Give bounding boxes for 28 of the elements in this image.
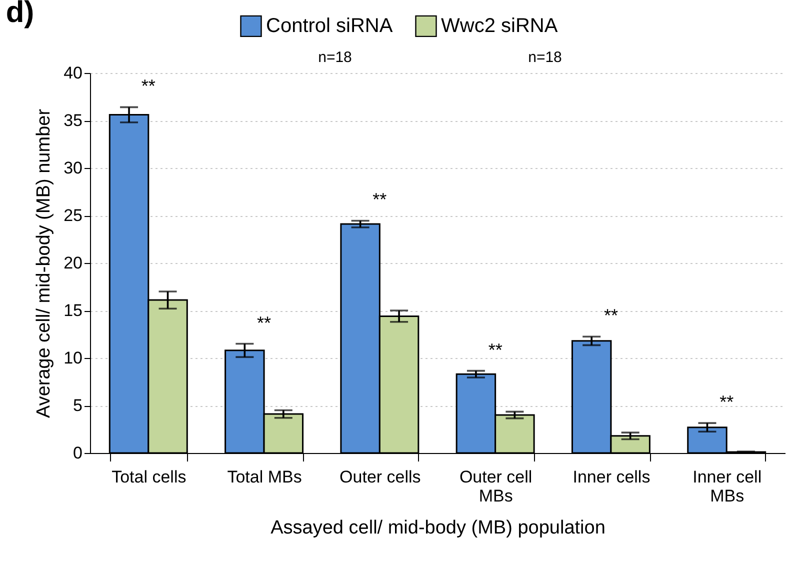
x-tick-label: Outer cell MBs <box>459 468 532 506</box>
text: n=18 <box>528 49 562 66</box>
legend-label: Wwc2 siRNA <box>441 15 558 38</box>
y-tick-label: 5 <box>73 396 82 415</box>
annotation: ** <box>141 76 156 96</box>
text: n=18 <box>318 49 352 66</box>
y-tick-label: 20 <box>64 254 82 272</box>
annotation: ** <box>372 190 387 210</box>
text: d) <box>6 0 34 29</box>
annotation: ** <box>720 392 734 412</box>
annotation: ** <box>604 306 618 326</box>
x-tick-label: Outer cells <box>340 468 421 486</box>
annotation: ** <box>488 340 502 360</box>
y-tick-label: 30 <box>64 158 82 178</box>
y-tick-label: 35 <box>64 111 82 130</box>
legend-label: Control siRNA <box>266 15 394 38</box>
y-tick-label: 15 <box>64 301 82 320</box>
annotation: ** <box>257 312 272 333</box>
x-tick-label: Total MBs <box>227 468 302 486</box>
y-tick-label: 40 <box>64 64 82 82</box>
y-tick-label: 10 <box>64 348 82 368</box>
y-tick-label: 25 <box>64 206 82 225</box>
x-tick-label: Inner cell MBs <box>692 468 762 506</box>
y-tick-label: 0 <box>73 444 82 462</box>
x-tick-label: Total cells <box>112 468 186 486</box>
y-axis-title: Average cell/ mid-body (MB) number <box>34 108 55 418</box>
x-axis-title: Assayed cell/ mid-body (MB) population <box>270 518 606 538</box>
x-tick-label: Inner cells <box>572 468 650 486</box>
